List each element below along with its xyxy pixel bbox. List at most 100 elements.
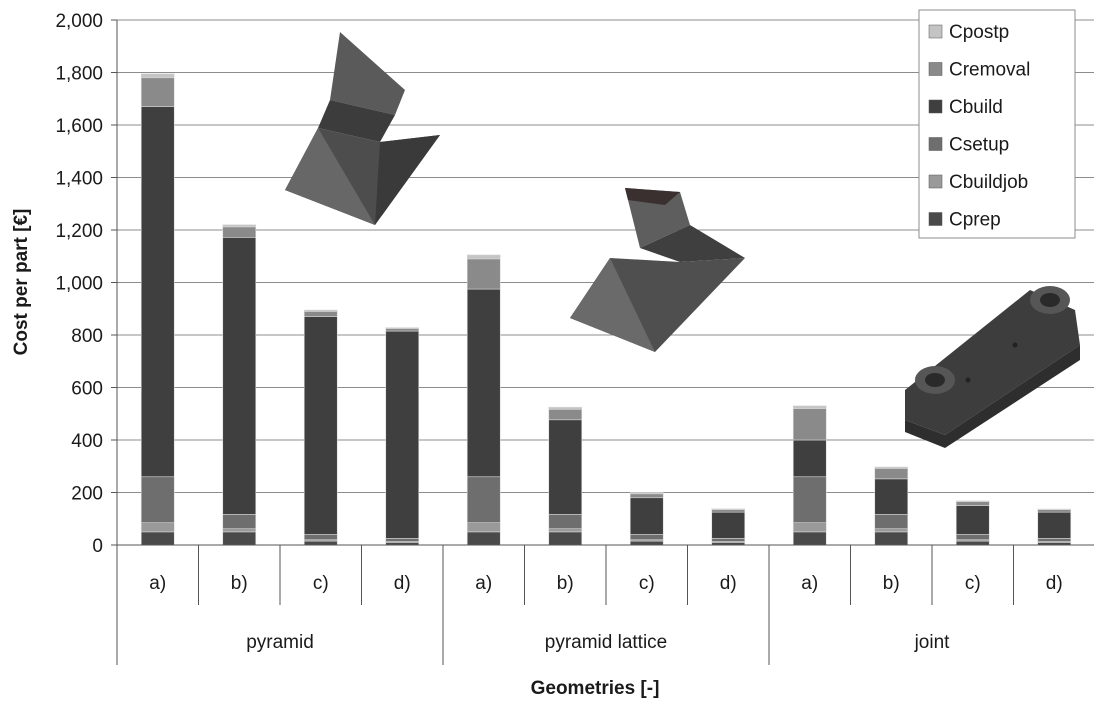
legend-swatch-cprep (928, 212, 943, 226)
bars (140, 73, 1072, 546)
x-axis-title: Geometries [-] (531, 678, 660, 699)
legend-swatch-cbuildjob (928, 174, 943, 189)
bar-segment-cbuild (303, 316, 338, 535)
bar-segment-cremoval (629, 493, 664, 499)
bar-segment-csetup (1037, 538, 1072, 542)
legend-swatch-csetup (928, 137, 943, 151)
bar-segment-cbuild (711, 511, 746, 539)
bar-segment-csetup (303, 534, 338, 541)
bar-segment-cpostp (548, 406, 583, 410)
bar-segment-cpostp (711, 508, 746, 510)
pyramid-part-illustration (285, 32, 440, 225)
category-label: d) (1046, 573, 1063, 594)
group-label: pyramid lattice (545, 632, 668, 653)
category-label: b) (557, 573, 574, 594)
y-tick-label: 600 (71, 379, 103, 400)
legend-label-cprep: Cprep (949, 210, 1001, 231)
bar-segment-cprep (955, 540, 990, 546)
bar-segment-cbuild (629, 497, 664, 535)
bar-segment-cpostp (874, 466, 909, 469)
category-label: c) (313, 573, 329, 594)
category-label: a) (801, 573, 818, 594)
y-tick-label: 1,800 (55, 64, 103, 85)
bar-segment-cremoval (222, 226, 257, 238)
bar-segment-cremoval (874, 468, 909, 480)
y-axis-title: Cost per part [€] (11, 209, 32, 356)
bar-segment-cprep (303, 540, 338, 546)
bar-segment-cremoval (955, 501, 990, 506)
bar-segment-cpostp (629, 492, 664, 495)
y-tick-label: 800 (71, 326, 103, 347)
legend-label-csetup: Csetup (949, 135, 1009, 156)
category-label: c) (965, 573, 981, 594)
bar-segment-cremoval (303, 311, 338, 317)
legend-label-cpostp: Cpostp (949, 22, 1009, 43)
bar-segment-cprep (466, 531, 501, 546)
bar-segment-cbuild (955, 505, 990, 535)
bar-segment-cprep (140, 531, 175, 546)
bar-segment-cremoval (1037, 509, 1072, 513)
bar-segment-cbuildjob (874, 528, 909, 533)
bar-segment-cbuild (1037, 511, 1072, 539)
bar-segment-cremoval (792, 408, 827, 441)
bar-segment-cpostp (140, 73, 175, 79)
category-label: a) (475, 573, 492, 594)
bar-segment-cprep (629, 540, 664, 546)
pyramid-lattice-part-illustration (570, 188, 745, 352)
bar-segment-csetup (140, 476, 175, 523)
legend-swatch-cremoval (928, 62, 943, 76)
bar-segment-csetup (629, 534, 664, 541)
category-label: b) (883, 573, 900, 594)
legend-label-cbuild: Cbuild (949, 97, 1003, 118)
bar-segment-cbuild (874, 478, 909, 515)
legend-swatch-cbuild (928, 99, 943, 114)
category-label: a) (149, 573, 166, 594)
bar-segment-cprep (548, 531, 583, 546)
bar-segment-cbuildjob (222, 528, 257, 533)
y-tick-label: 200 (71, 484, 103, 505)
bar-segment-cbuildjob (140, 522, 175, 533)
category-axis: a) b) c) d) a) b) c) d) a) b) c) d) pyramid pyramid l… (116, 544, 1094, 665)
y-tick-label: 2,000 (55, 11, 103, 32)
bar-segment-csetup (792, 476, 827, 523)
bar-segment-csetup (955, 534, 990, 541)
bar-segment-cpostp (1037, 508, 1072, 510)
bar-segment-cbuildjob (792, 522, 827, 533)
y-axis-ticks: 0 200 400 600 800 1,000 1,200 1,400 1,600 1,800 2,… (55, 11, 118, 557)
category-label: d) (394, 573, 411, 594)
bar-segment-cprep (792, 531, 827, 546)
bar-segment-cpostp (385, 327, 420, 329)
bar-segment-cbuildjob (548, 528, 583, 533)
y-tick-label: 1,400 (55, 169, 103, 190)
bar-segment-cbuild (140, 106, 175, 478)
y-tick-label: 1,000 (55, 274, 103, 295)
bar-segment-csetup (466, 476, 501, 523)
y-tick-label: 1,200 (55, 221, 103, 242)
bar-segment-cremoval (711, 509, 746, 513)
y-tick-label: 1,600 (55, 116, 103, 137)
bar-segment-cbuild (792, 439, 827, 478)
bar-segment-cremoval (385, 328, 420, 332)
bar-segment-cprep (222, 531, 257, 546)
bar-segment-cpostp (222, 224, 257, 228)
bar-segment-csetup (874, 513, 909, 530)
group-label: joint (914, 632, 951, 653)
legend-label-cbuildjob: Cbuildjob (949, 172, 1028, 193)
category-label: d) (720, 573, 737, 594)
bar-segment-cpostp (792, 405, 827, 409)
bar-segment-cbuild (548, 419, 583, 515)
bar-segment-csetup (711, 538, 746, 542)
legend-swatch-cpostp (928, 24, 943, 39)
joint-part-illustration (905, 286, 1080, 448)
bar-segment-cpostp (466, 254, 501, 260)
bar-segment-cpostp (955, 500, 990, 502)
bar-segment-cremoval (466, 258, 501, 290)
group-label: pyramid (246, 632, 314, 653)
legend-label-cremoval: Cremoval (949, 60, 1030, 81)
bar-segment-cbuild (385, 330, 420, 539)
bar-segment-cbuild (222, 237, 257, 515)
category-label: c) (639, 573, 655, 594)
bar-segment-csetup (548, 513, 583, 530)
bar-segment-csetup (385, 538, 420, 542)
